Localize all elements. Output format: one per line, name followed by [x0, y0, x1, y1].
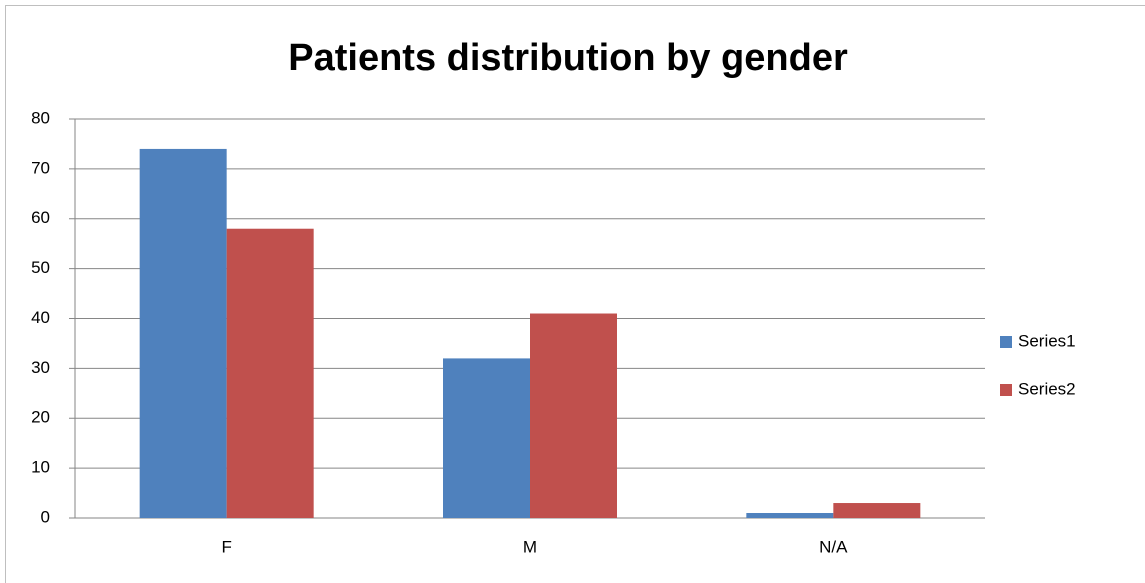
y-tick-label: 10 [31, 458, 50, 477]
y-tick-label: 80 [31, 108, 50, 127]
chart-frame [5, 5, 1145, 583]
bar [443, 358, 530, 518]
bar [139, 148, 227, 519]
x-tick-label: N/A [819, 537, 848, 556]
y-tick-label: 20 [31, 408, 50, 427]
y-tick-label: 40 [31, 308, 50, 327]
bar [833, 503, 921, 518]
legend-swatch [1000, 384, 1012, 396]
x-tick-label: F [221, 537, 231, 556]
legend-label: Series1 [1018, 331, 1076, 350]
x-tick-label: M [523, 537, 537, 556]
y-tick-label: 0 [41, 507, 50, 526]
y-tick-label: 50 [31, 258, 50, 277]
y-tick-label: 70 [31, 158, 50, 177]
y-tick-label: 30 [31, 358, 50, 377]
legend-swatch [1000, 336, 1012, 348]
bar [530, 313, 617, 518]
bar [226, 228, 314, 518]
y-tick-label: 60 [31, 208, 50, 227]
chart-title: Patients distribution by gender [288, 37, 848, 79]
legend-label: Series2 [1018, 379, 1076, 398]
bar [746, 513, 834, 518]
